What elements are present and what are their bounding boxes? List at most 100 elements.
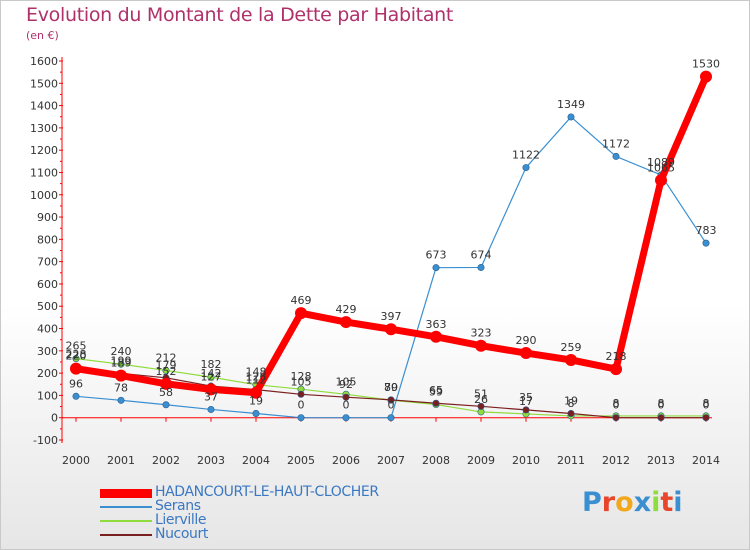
legend-label: HADANCOURT-LE-HAUT-CLOCHER [155, 484, 379, 500]
data-point [655, 174, 667, 187]
x-tick-label: 2010 [512, 454, 540, 467]
data-label: 1172 [602, 137, 630, 150]
data-point [387, 414, 395, 422]
data-label: 128 [291, 370, 312, 383]
data-label: 0 [298, 399, 305, 412]
data-label: 79 [384, 381, 398, 394]
data-point [567, 113, 575, 121]
data-label: 179 [156, 359, 177, 372]
data-point [520, 347, 532, 360]
data-label: 105 [291, 375, 312, 388]
y-tick-label: 1400 [30, 100, 58, 113]
data-label: 126 [246, 371, 267, 384]
data-point [72, 355, 80, 363]
legend-label: Lierville [155, 512, 207, 528]
x-tick-label: 2007 [377, 454, 405, 467]
data-label: 363 [426, 318, 447, 331]
data-label: 265 [66, 340, 87, 353]
data-label: 0 [343, 399, 350, 412]
data-label: 65 [429, 384, 443, 397]
legend-label: Serans [155, 498, 201, 514]
x-tick-label: 2009 [467, 454, 495, 467]
data-point [612, 152, 620, 160]
data-point [610, 363, 622, 376]
y-tick-label: 700 [37, 256, 58, 269]
data-point [522, 164, 530, 172]
y-tick-label: 1100 [30, 166, 58, 179]
data-label: 26 [474, 393, 488, 406]
y-tick-label: 1600 [30, 55, 58, 68]
x-tick-label: 2013 [647, 454, 675, 467]
data-label: 96 [69, 377, 83, 390]
y-tick-label: 200 [37, 367, 58, 380]
data-point [430, 330, 442, 343]
data-point [70, 362, 82, 375]
data-label: 17 [519, 395, 533, 408]
legend-item: Nucourt [100, 526, 500, 542]
x-tick-label: 2000 [62, 454, 90, 467]
data-point [702, 239, 710, 247]
data-point [477, 263, 485, 271]
data-point [700, 70, 712, 83]
x-tick-label: 2014 [692, 454, 720, 467]
x-tick-label: 2002 [152, 454, 180, 467]
data-point [340, 316, 352, 329]
data-label: 469 [291, 294, 312, 307]
data-label: 220 [66, 350, 87, 363]
data-point [612, 414, 620, 422]
y-tick-label: 1300 [30, 122, 58, 135]
chart-title: Evolution du Montant de la Dette par Hab… [26, 4, 454, 26]
legend-swatch [100, 520, 152, 522]
data-point [702, 414, 710, 422]
data-label: 142 [201, 367, 222, 380]
data-label: 19 [564, 394, 578, 407]
data-point [295, 307, 307, 320]
data-label: 0 [658, 399, 665, 412]
y-tick-label: 0 [51, 412, 58, 425]
legend-swatch [100, 506, 152, 508]
data-label: 80 [384, 381, 398, 394]
data-label: 0 [613, 399, 620, 412]
data-point [117, 396, 125, 404]
series-line-0 [72, 73, 710, 397]
data-point [207, 373, 215, 381]
legend-item: HADANCOURT-LE-HAUT-CLOCHER [100, 484, 500, 500]
data-label: 59 [429, 386, 443, 399]
data-label: 1122 [512, 149, 540, 162]
y-tick-label: 1200 [30, 144, 58, 157]
data-point [207, 405, 215, 413]
data-label: 8 [568, 397, 575, 410]
y-tick-label: 1500 [30, 77, 58, 90]
data-label: 127 [201, 370, 222, 383]
data-label: 8 [613, 397, 620, 410]
data-point [117, 360, 125, 368]
data-point [657, 414, 665, 422]
data-label: 259 [561, 341, 582, 354]
data-point [565, 353, 577, 366]
legend-swatch [100, 534, 152, 536]
x-tick-label: 2012 [602, 454, 630, 467]
x-tick-label: 2004 [242, 454, 270, 467]
data-label: 182 [201, 358, 222, 371]
data-point [387, 396, 395, 404]
data-label: 92 [339, 378, 353, 391]
data-label: 58 [159, 386, 173, 399]
data-point [297, 390, 305, 398]
data-point [342, 393, 350, 401]
x-tick-label: 2001 [107, 454, 135, 467]
data-label: 240 [111, 345, 132, 358]
data-label: 228 [66, 348, 87, 361]
data-label: 673 [426, 249, 447, 262]
y-tick-label: 500 [37, 300, 58, 313]
x-tick-label: 2006 [332, 454, 360, 467]
data-point [385, 323, 397, 336]
data-label: 8 [703, 397, 710, 410]
proxiti-logo: Proxiti [582, 487, 683, 518]
data-label: 218 [606, 350, 627, 363]
data-point [342, 414, 350, 422]
data-label: 51 [474, 387, 488, 400]
data-label: 212 [156, 351, 177, 364]
data-label: 148 [246, 366, 267, 379]
x-tick-label: 2011 [557, 454, 585, 467]
